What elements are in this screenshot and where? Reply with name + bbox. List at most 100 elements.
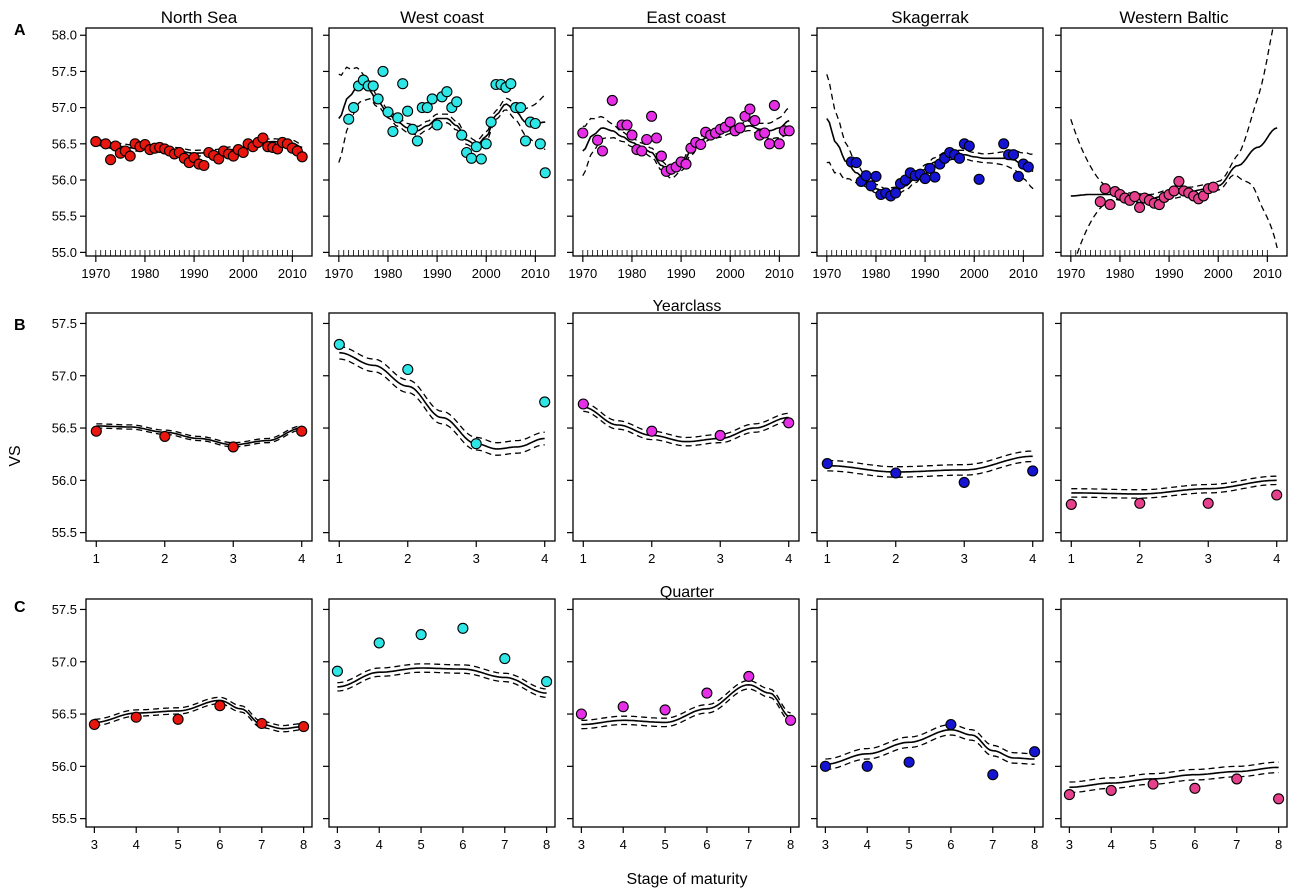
x-tick-label: 1 [336,551,343,566]
data-point [441,86,453,98]
x-tick-label: 2 [1136,551,1143,566]
x-tick-label: 5 [1149,837,1156,852]
ci-upper-line [827,450,1033,468]
ci-upper-line [1071,475,1277,491]
y-axis-label: VS [7,445,24,466]
panel-frame [816,312,1044,542]
panel-frame [85,598,313,828]
ci-lower-line [1071,483,1277,499]
data-point [505,78,517,90]
y-tick-label: 56.5 [52,136,77,151]
y-tick-label: 55.5 [52,811,77,826]
x-tick-label: 1 [824,551,831,566]
x-tick-label: 4 [1108,837,1115,852]
data-point [529,117,541,130]
x-tick-label: 2000 [472,266,501,281]
ci-lower-line [96,427,302,448]
panel-b-skagerrak: 1 2 3 4 [811,312,1044,566]
data-point [515,102,527,114]
data-point [865,180,877,192]
data-point [695,138,707,151]
data-point [646,110,658,122]
data-point [749,115,761,127]
y-tick-label: 55.5 [52,209,77,224]
data-point [963,140,975,152]
data-point [701,687,713,699]
data-point [475,153,487,165]
data-point [575,708,587,720]
data-point [1094,196,1106,208]
data-point [485,116,497,128]
data-point [650,132,663,144]
panel-c-west-coast: 3 4 5 6 7 8 [323,598,556,852]
ci-upper-line [337,663,547,690]
panel-frame [328,598,556,828]
data-point [890,467,902,479]
data-point [539,396,551,408]
data-point [343,113,355,125]
ci-lower-line [94,702,304,733]
x-tick-label: 3 [1066,837,1073,852]
data-point [890,187,902,199]
y-tick-label: 57.0 [52,654,77,669]
data-point [367,80,379,92]
ci-upper-line [94,696,304,727]
data-point [348,102,360,114]
ci-lower-line [583,410,789,447]
x-tick-label: 2 [892,551,899,566]
panel-a-western-baltic: 1970 1980 1990 2000 2010 [1055,27,1288,281]
x-tick-label: 8 [1275,837,1282,852]
data-point [257,132,269,144]
data-point [100,138,112,150]
data-point [819,760,831,772]
data-point [903,756,915,768]
data-point [1105,784,1117,796]
panel-frame [85,312,313,542]
data-point [457,622,469,634]
data-point [1189,782,1201,794]
x-tick-label: 1 [1068,551,1075,566]
data-point [382,106,394,118]
data-point [296,151,308,163]
data-point [465,152,478,164]
x-tick-label: 2000 [1204,266,1233,281]
data-point [406,123,419,135]
y-tick-label: 58.0 [52,28,77,43]
y-tick-label: 57.0 [52,368,77,383]
x-tick-label: 3 [230,551,237,566]
y-tick-label: 56.5 [52,421,77,436]
data-point [768,99,780,111]
x-tick-label: 8 [787,837,794,852]
ci-lower-line [581,688,791,730]
fit-line [94,699,304,730]
x-axis-label-c: Stage of maturity [627,871,748,888]
ci-upper-line [581,679,791,721]
strip-title-skagerrak: Skagerrak [891,8,969,27]
data-point [785,714,797,726]
x-tick-label: 1990 [667,266,696,281]
panel-frame [816,27,1044,257]
data-point [331,665,343,677]
data-point [973,173,985,185]
x-tick-label: 1970 [81,266,110,281]
data-point [1202,497,1214,509]
ci-upper-line [1069,761,1279,783]
data-point [783,125,795,137]
ci-lower-line [825,734,1035,771]
x-tick-label: 2000 [960,266,989,281]
x-tick-label: 7 [745,837,752,852]
x-tick-label: 6 [459,837,466,852]
data-point [621,119,633,131]
x-tick-label: 5 [661,837,668,852]
x-tick-label: 5 [174,837,181,852]
x-tick-label: 6 [703,837,710,852]
ci-upper-line [826,74,1034,190]
data-point [519,135,532,147]
strip-title-west-coast: West coast [400,8,484,27]
data-point [90,425,102,437]
x-tick-label: 3 [717,551,724,566]
data-point [577,127,589,139]
data-point [1129,191,1141,203]
fit-line [827,455,1033,473]
panel-frame [1060,598,1288,828]
